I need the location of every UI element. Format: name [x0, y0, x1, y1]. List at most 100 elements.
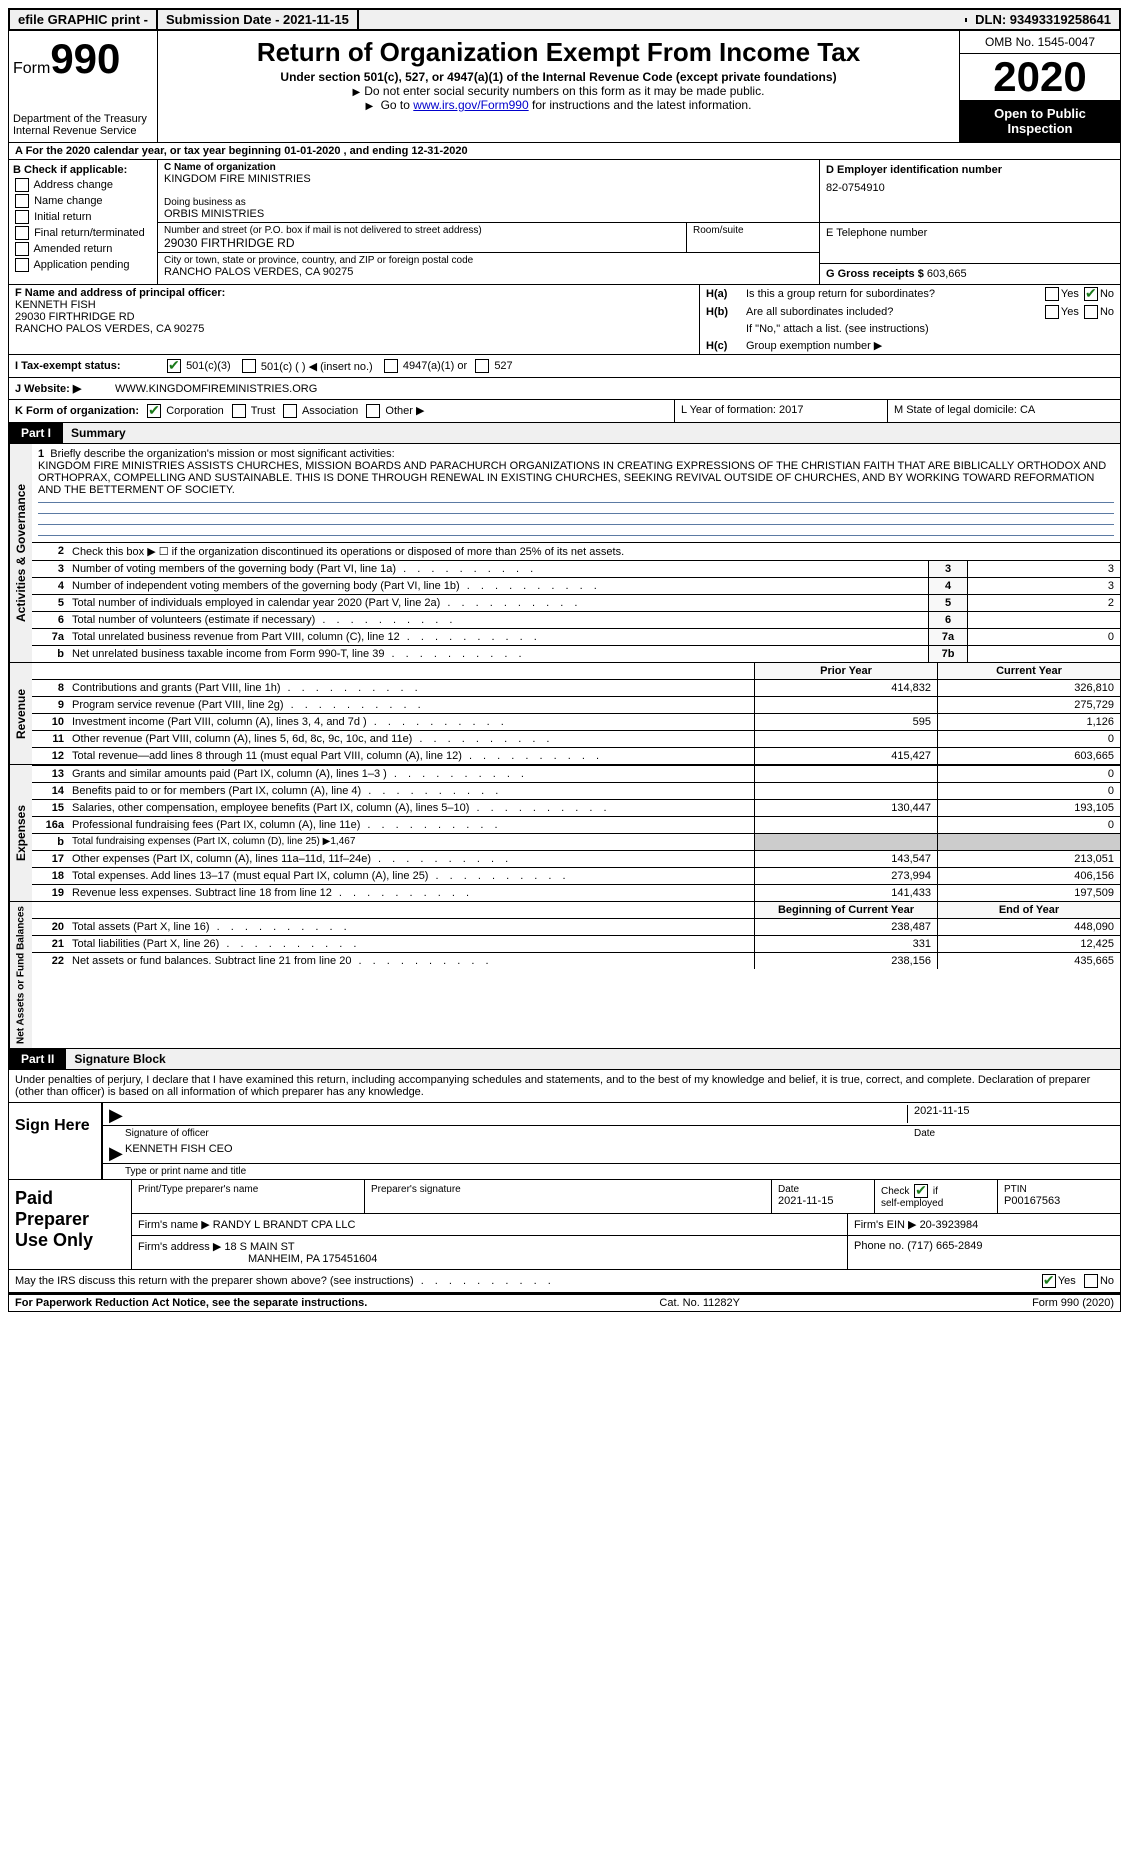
line-num: 13 [32, 766, 68, 782]
firm-addr1: 18 S MAIN ST [224, 1241, 294, 1253]
goto-note: Go to www.irs.gov/Form990 for instructio… [166, 98, 951, 112]
line-desc: Professional fundraising fees (Part IX, … [68, 817, 754, 833]
line-desc: Salaries, other compensation, employee b… [68, 800, 754, 816]
k-cell: K Form of organization: Corporation Trus… [9, 400, 675, 422]
line-desc: Total liabilities (Part X, line 26) [68, 936, 754, 952]
cb-assoc[interactable] [283, 404, 297, 418]
summary-line: 13 Grants and similar amounts paid (Part… [32, 765, 1120, 782]
c-name-label: C Name of organization [164, 162, 813, 173]
h-b-row: H(b) Are all subordinates included? Yes … [700, 303, 1120, 321]
irs-link[interactable]: www.irs.gov/Form990 [413, 98, 528, 112]
col-b-checkboxes: B Check if applicable: Address change Na… [9, 160, 158, 284]
line-current: 326,810 [937, 680, 1120, 696]
summary-line: b Net unrelated business taxable income … [32, 645, 1120, 662]
cb-501c[interactable] [242, 359, 256, 373]
line-box: 7a [928, 629, 968, 645]
cb-trust[interactable] [232, 404, 246, 418]
b-label: B Check if applicable: [13, 164, 153, 176]
submission-date: Submission Date - 2021-11-15 [158, 10, 359, 29]
mission-num: 1 [38, 448, 44, 460]
gross-receipts: 603,665 [927, 268, 967, 280]
sign-here-label: Sign Here [9, 1103, 103, 1179]
cat-no: Cat. No. 11282Y [659, 1297, 740, 1309]
line-desc: Investment income (Part VIII, column (A)… [68, 714, 754, 730]
firm-name: RANDY L BRANDT CPA LLC [213, 1219, 356, 1231]
row-j-website: J Website: ▶ WWW.KINGDOMFIREMINISTRIES.O… [8, 378, 1121, 400]
paid-right: Print/Type preparer's name Preparer's si… [132, 1180, 1120, 1269]
cb-initial-return[interactable]: Initial return [13, 210, 153, 224]
sign-here-row: Sign Here ▶ 2021-11-15 Signature of offi… [9, 1102, 1120, 1179]
line-num: 9 [32, 697, 68, 713]
line-prior: 414,832 [754, 680, 937, 696]
section-ag: Activities & Governance 1 Briefly descri… [8, 444, 1121, 663]
irs-label: Internal Revenue Service [13, 125, 153, 137]
summary-line: 18 Total expenses. Add lines 13–17 (must… [32, 867, 1120, 884]
cb-4947[interactable] [384, 359, 398, 373]
line-val: 3 [968, 561, 1120, 577]
cb-other[interactable] [366, 404, 380, 418]
ha-yes-cb[interactable] [1045, 287, 1059, 301]
ha-no-cb[interactable] [1084, 287, 1098, 301]
line-val-grey [937, 834, 1120, 850]
col-eoy: End of Year [937, 902, 1120, 918]
cb-address-change[interactable]: Address change [13, 178, 153, 192]
cb-501c3[interactable] [167, 359, 181, 373]
line-desc: Contributions and grants (Part VIII, lin… [68, 680, 754, 696]
cb-name-change[interactable]: Name change [13, 194, 153, 208]
cb-final-return[interactable]: Final return/terminated [13, 226, 153, 240]
line-num: 7a [32, 629, 68, 645]
self-emp-check[interactable]: Check if [881, 1186, 938, 1197]
form-number: 990 [50, 35, 120, 82]
discuss-no-cb[interactable] [1084, 1274, 1098, 1288]
line-box: 5 [928, 595, 968, 611]
officer-name: KENNETH FISH [15, 299, 693, 311]
section-na: Net Assets or Fund Balances Beginning of… [8, 902, 1121, 1049]
line-desc: Program service revenue (Part VIII, line… [68, 697, 754, 713]
summary-line: 11 Other revenue (Part VIII, column (A),… [32, 730, 1120, 747]
line-prior: 331 [754, 936, 937, 952]
line-num: 10 [32, 714, 68, 730]
cb-527[interactable] [475, 359, 489, 373]
prep-date: 2021-11-15 [778, 1195, 868, 1207]
discuss-yes-cb[interactable] [1042, 1274, 1056, 1288]
cb-amended[interactable]: Amended return [13, 242, 153, 256]
line-num: 19 [32, 885, 68, 901]
paid-label: Paid Preparer Use Only [9, 1180, 132, 1269]
summary-line: 2 Check this box ▶ ☐ if the organization… [32, 542, 1120, 560]
summary-line: 14 Benefits paid to or for members (Part… [32, 782, 1120, 799]
l-year-formation: L Year of formation: 2017 [675, 400, 888, 422]
line-prior [754, 697, 937, 713]
line-val-grey [754, 834, 937, 850]
line-current: 0 [937, 817, 1120, 833]
signature-block: Under penalties of perjury, I declare th… [8, 1070, 1121, 1270]
line-prior: 415,427 [754, 748, 937, 764]
sig-arrow2-icon: ▶ [109, 1143, 125, 1161]
cb-corp[interactable] [147, 404, 161, 418]
cb-app-pending[interactable]: Application pending [13, 258, 153, 272]
rev-rows: Prior Year Current Year 8 Contributions … [32, 663, 1120, 764]
ein: 82-0754910 [826, 182, 1114, 194]
form-header: Form990 Department of the Treasury Inter… [8, 31, 1121, 143]
ein-label: D Employer identification number [826, 164, 1114, 176]
summary-line: 10 Investment income (Part VIII, column … [32, 713, 1120, 730]
col-current-year: Current Year [937, 663, 1120, 679]
part1-header: Part I Summary [8, 423, 1121, 444]
d-ein-cell: D Employer identification number 82-0754… [820, 160, 1120, 223]
hb-yes-cb[interactable] [1045, 305, 1059, 319]
line-num: 8 [32, 680, 68, 696]
line-current: 12,425 [937, 936, 1120, 952]
hb-no-cb[interactable] [1084, 305, 1098, 319]
c-street-row: Number and street (or P.O. box if mail i… [158, 223, 819, 253]
line-current: 0 [937, 783, 1120, 799]
col-f-officer: F Name and address of principal officer:… [9, 285, 700, 354]
line-prior [754, 766, 937, 782]
summary-line: 6 Total number of volunteers (estimate i… [32, 611, 1120, 628]
line-num: 16a [32, 817, 68, 833]
line-desc: Benefits paid to or for members (Part IX… [68, 783, 754, 799]
line-prior: 238,487 [754, 919, 937, 935]
line-current: 1,126 [937, 714, 1120, 730]
efile-print[interactable]: efile GRAPHIC print - [10, 10, 158, 29]
k-label: K Form of organization: [15, 405, 139, 417]
line-box: 7b [928, 646, 968, 662]
line-num: 14 [32, 783, 68, 799]
